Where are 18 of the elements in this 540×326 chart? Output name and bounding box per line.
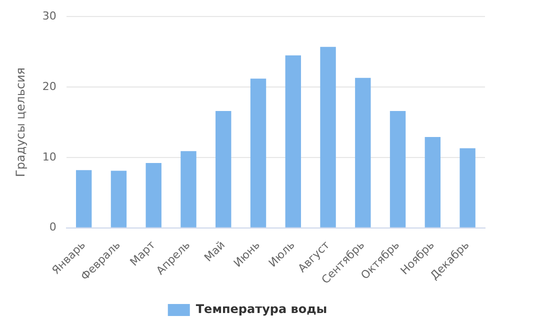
bar bbox=[355, 78, 371, 228]
legend-label: Температура воды bbox=[196, 302, 328, 316]
y-tick-label: 20 bbox=[42, 80, 56, 93]
y-tick-label: 30 bbox=[42, 9, 56, 22]
bar bbox=[424, 137, 441, 228]
bar bbox=[285, 55, 301, 228]
bar bbox=[460, 148, 476, 228]
bar bbox=[146, 163, 162, 228]
bar bbox=[76, 170, 92, 228]
bar bbox=[216, 110, 232, 228]
bar bbox=[320, 46, 336, 228]
bar bbox=[110, 170, 127, 228]
bar bbox=[180, 151, 196, 228]
y-axis-title: Градусы цельсия bbox=[13, 67, 28, 177]
bar bbox=[250, 78, 266, 228]
bar bbox=[390, 110, 406, 228]
y-tick-label: 10 bbox=[42, 150, 56, 164]
y-tick-label: 0 bbox=[49, 220, 56, 234]
